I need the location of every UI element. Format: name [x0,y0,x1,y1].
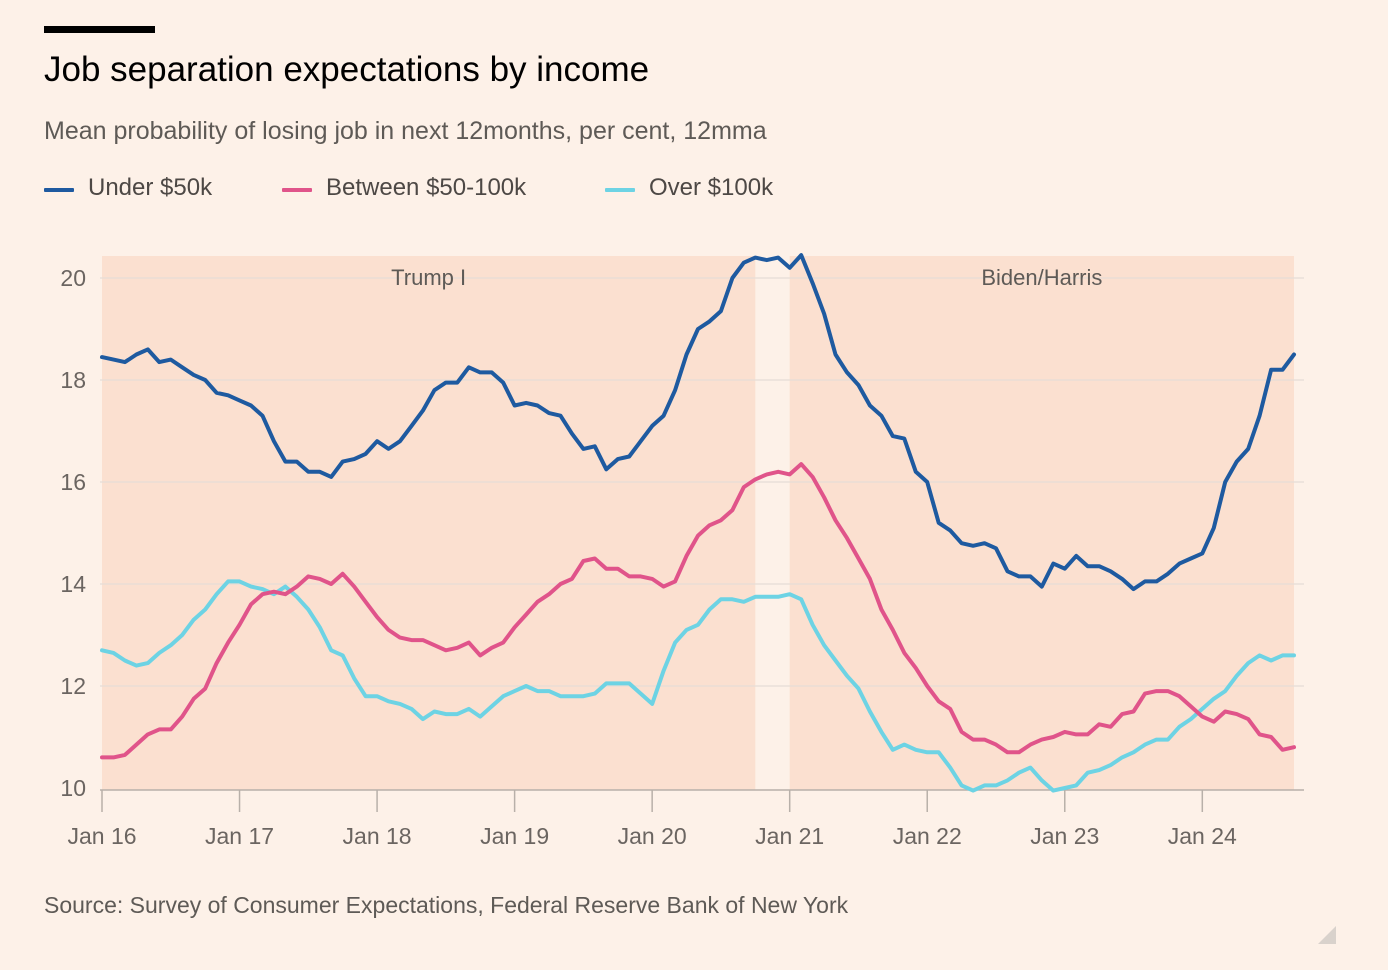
shaded-periods [102,256,1294,790]
series-line-over-100k [100,579,1296,793]
y-tick-labels: 10 12 14 16 18 20 [60,265,86,801]
x-tick-label-4: Jan 19 [480,823,549,849]
x-axis: Jan 16 Jan 17 Jan 18 Jan 19 Jan 20 Jan 21 Jan … [67,789,1304,849]
header-accent-bar [44,26,155,33]
legend-label-over-100k: Over $100k [649,174,774,201]
x-tick-label-2: Jan 17 [205,823,274,849]
shaded-period-1 [102,256,756,790]
y-tick-label-18: 18 [60,367,86,393]
period-label-2: Biden/Harris [981,265,1102,290]
shaded-period-2 [789,256,1294,790]
legend-label-under-50k: Under $50k [88,174,213,201]
y-tick-label-16: 16 [60,469,86,495]
period-labels: Trump I Biden/Harris [391,265,1102,290]
series-line-between-50-100k [100,462,1296,760]
y-tick-label-14: 14 [60,571,86,597]
x-tick-label-8: Jan 23 [1030,823,1099,849]
series-line-under-50k [100,253,1296,592]
x-tick-label-5: Jan 20 [618,823,687,849]
x-tick-label-7: Jan 22 [893,823,962,849]
y-tick-label-12: 12 [60,673,86,699]
source-note: Source: Survey of Consumer Expectations,… [44,892,849,918]
x-tick-label-9: Jan 24 [1168,823,1237,849]
resize-handle-icon [1318,926,1336,944]
x-tick-label-6: Jan 21 [755,823,824,849]
period-label-1: Trump I [391,265,466,290]
x-tick-label-1: Jan 16 [67,823,136,849]
chart-title: Job separation expectations by income [44,50,650,89]
legend-swatch-between-50-100k [282,188,312,192]
y-tick-label-10: 10 [60,775,86,801]
legend-label-between-50-100k: Between $50-100k [326,174,527,201]
legend-swatch-under-50k [44,188,74,192]
x-tick-label-3: Jan 18 [343,823,412,849]
chart-subtitle: Mean probability of losing job in next 1… [44,117,767,145]
y-tick-label-20: 20 [60,265,86,291]
series-lines [100,253,1296,793]
legend-swatch-over-100k [605,188,635,192]
